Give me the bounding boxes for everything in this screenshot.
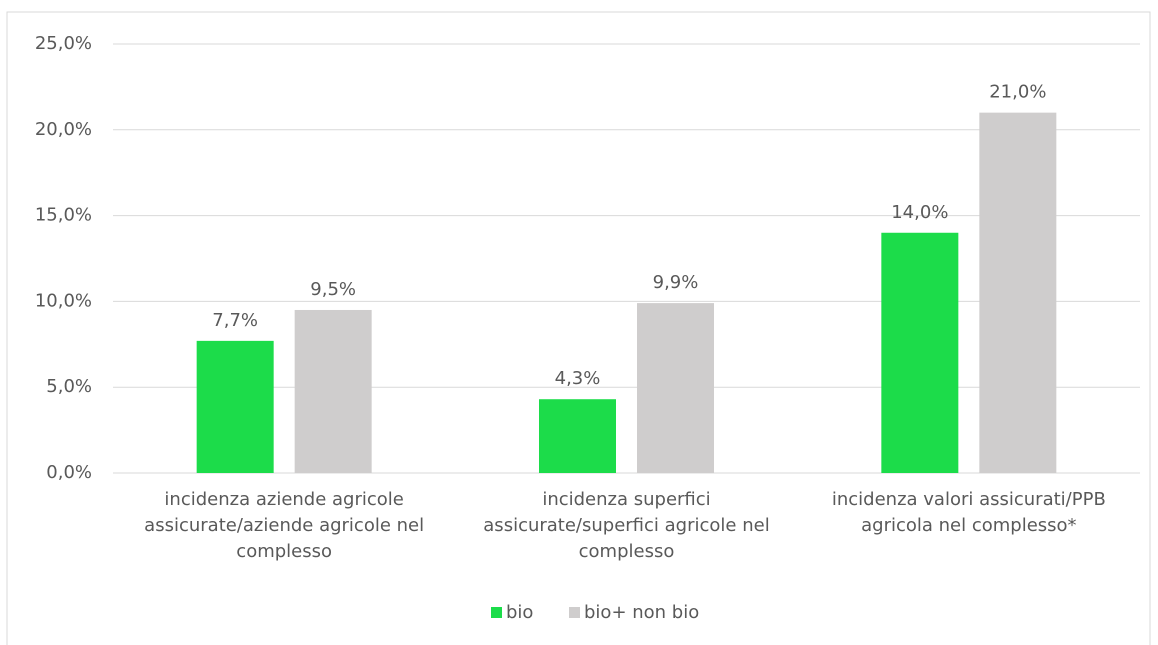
- x-tick-label: incidenza superfici assicurate/superfici…: [483, 489, 770, 562]
- y-tick-label: 20,0%: [35, 119, 92, 140]
- bar: [637, 303, 714, 473]
- legend-swatch: [569, 607, 580, 618]
- legend-swatch: [491, 607, 502, 618]
- legend-label: bio+ non bio: [584, 602, 699, 623]
- y-tick-label: 10,0%: [35, 290, 92, 311]
- data-label: 21,0%: [989, 82, 1046, 103]
- bar: [294, 309, 372, 473]
- y-tick-label: 0,0%: [46, 462, 92, 483]
- chart-border: [6, 11, 1151, 645]
- data-label: 9,5%: [310, 279, 356, 300]
- data-label: 9,9%: [653, 272, 699, 293]
- x-tick-label: incidenza aziende agricole assicurate/az…: [144, 489, 425, 562]
- x-tick-label: incidenza valori assicurati/PPB agricola…: [831, 489, 1106, 536]
- bar: [979, 112, 1057, 473]
- data-label: 14,0%: [891, 202, 948, 223]
- y-tick-label: 25,0%: [35, 33, 92, 54]
- data-label: 7,7%: [212, 310, 258, 331]
- y-tick-label: 15,0%: [35, 205, 92, 226]
- bar: [881, 232, 959, 473]
- bar: [196, 340, 274, 473]
- y-tick-label: 5,0%: [46, 376, 92, 397]
- data-label: 4,3%: [555, 368, 601, 389]
- bar: [539, 399, 616, 473]
- legend-label: bio: [506, 602, 533, 623]
